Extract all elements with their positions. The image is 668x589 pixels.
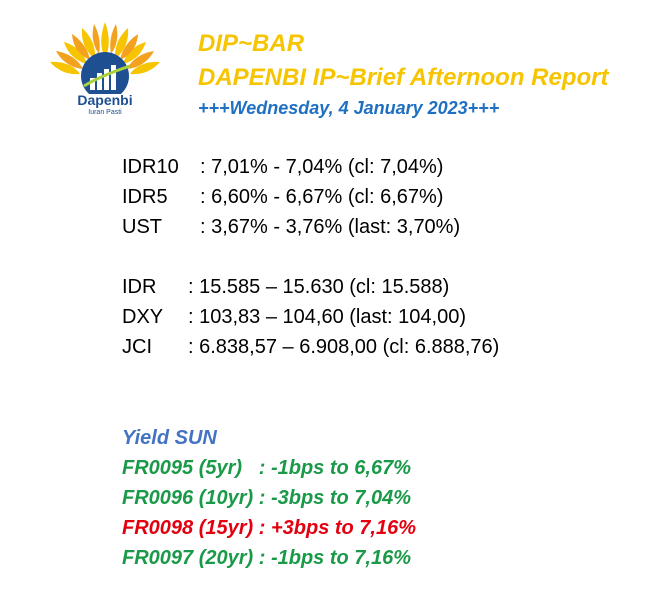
market-label: JCI bbox=[122, 336, 152, 358]
yield-row-fr0097: FR0097 (20yr) : -1bps to 7,16% bbox=[122, 547, 411, 569]
market-label: UST bbox=[122, 216, 162, 238]
sunburst-icon bbox=[50, 22, 160, 100]
dapenbi-logo: Dapenbi Iuran Pasti bbox=[42, 14, 168, 126]
market-label: DXY bbox=[122, 306, 164, 328]
market-value: : 7,01% - 7,04% (cl: 7,04%) bbox=[200, 156, 444, 178]
market-value: : 15.585 – 15.630 (cl: 15.588) bbox=[188, 276, 450, 298]
yield-row-fr0098: FR0098 (15yr) : +3bps to 7,16% bbox=[122, 517, 417, 539]
logo-name: Dapenbi bbox=[77, 92, 133, 108]
yield-row-fr0095: FR0095 (5yr) : -1bps to 6,67% bbox=[122, 457, 411, 479]
market-label: IDR5 bbox=[122, 186, 168, 208]
market-label: IDR bbox=[122, 276, 157, 298]
yield-row-fr0096: FR0096 (10yr) : -3bps to 7,04% bbox=[122, 487, 411, 509]
market-row-idr: IDR : 15.585 – 15.630 (cl: 15.588) bbox=[122, 276, 449, 299]
market-label: IDR10 bbox=[122, 156, 179, 178]
market-value: : 3,67% - 3,76% (last: 3,70%) bbox=[200, 216, 461, 238]
report-title: DIP~BAR bbox=[198, 30, 305, 57]
market-value: : 6.838,57 – 6.908,00 (cl: 6.888,76) bbox=[188, 336, 500, 358]
market-row-idr5: IDR5 : 6,60% - 6,67% (cl: 6,67%) bbox=[122, 186, 443, 209]
market-value: : 6,60% - 6,67% (cl: 6,67%) bbox=[200, 186, 444, 208]
report-subtitle: DAPENBI IP~Brief Afternoon Report bbox=[198, 64, 609, 91]
market-row-jci: JCI : 6.838,57 – 6.908,00 (cl: 6.888,76) bbox=[122, 336, 499, 359]
yield-sun-title: Yield SUN bbox=[122, 427, 217, 449]
logo-tagline: Iuran Pasti bbox=[88, 109, 122, 116]
market-row-idr10: IDR10 : 7,01% - 7,04% (cl: 7,04%) bbox=[122, 156, 443, 179]
market-row-ust: UST : 3,67% - 3,76% (last: 3,70%) bbox=[122, 216, 460, 239]
report-date: +++Wednesday, 4 January 2023+++ bbox=[198, 98, 500, 118]
market-row-dxy: DXY : 103,83 – 104,60 (last: 104,00) bbox=[122, 306, 466, 329]
market-value: : 103,83 – 104,60 (last: 104,00) bbox=[188, 306, 466, 328]
